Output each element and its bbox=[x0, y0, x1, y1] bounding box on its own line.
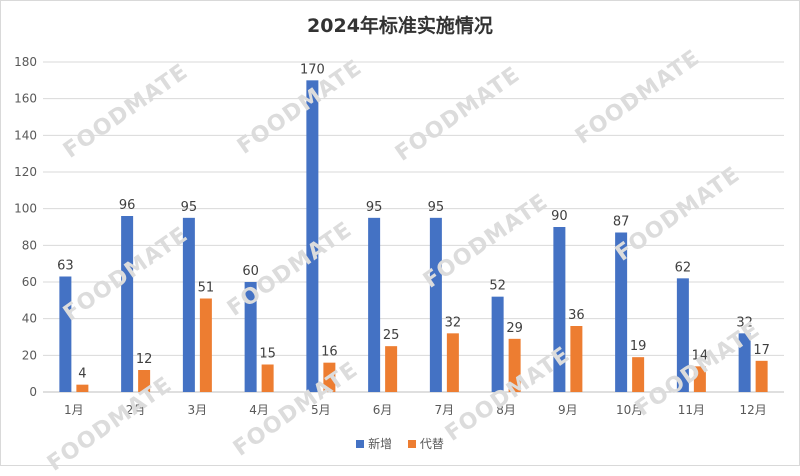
data-label: 87 bbox=[613, 215, 630, 230]
bar bbox=[738, 333, 751, 392]
data-label: 25 bbox=[383, 328, 400, 343]
data-label: 62 bbox=[675, 260, 692, 275]
bar bbox=[615, 232, 628, 392]
bar bbox=[553, 227, 566, 392]
bar bbox=[138, 370, 151, 392]
bar bbox=[306, 80, 319, 392]
data-label: 60 bbox=[242, 264, 259, 279]
data-label: 96 bbox=[119, 198, 136, 213]
bar bbox=[755, 360, 768, 392]
bar bbox=[244, 282, 257, 392]
bar bbox=[59, 276, 72, 392]
bar-chart: 0 20 40 60 80 100 120 140 160 180 63 4 1月 96 12 2月 95 51 3… bbox=[14, 55, 784, 417]
data-label: 17 bbox=[753, 343, 770, 358]
bar bbox=[385, 346, 398, 392]
bar bbox=[676, 278, 689, 392]
x-tick-label: 11月 bbox=[678, 403, 705, 417]
y-tick-label: 100 bbox=[14, 202, 37, 216]
data-label: 4 bbox=[78, 367, 86, 382]
y-tick-label: 60 bbox=[22, 275, 37, 289]
chart-title: 2024年标准实施情况 bbox=[307, 15, 493, 37]
bar bbox=[491, 296, 504, 392]
bar bbox=[121, 216, 134, 392]
data-label: 29 bbox=[506, 321, 523, 336]
x-tick-label: 7月 bbox=[435, 403, 455, 417]
data-label: 52 bbox=[489, 279, 506, 294]
bar bbox=[368, 217, 381, 392]
x-tick-label: 5月 bbox=[311, 403, 331, 417]
data-label: 32 bbox=[736, 315, 753, 330]
data-label: 90 bbox=[551, 209, 568, 224]
bar bbox=[199, 298, 212, 392]
data-label: 36 bbox=[568, 308, 585, 323]
y-tick-label: 180 bbox=[14, 55, 37, 69]
legend-item-new: 新增 bbox=[356, 435, 392, 452]
bar bbox=[508, 338, 521, 392]
bar bbox=[76, 384, 89, 392]
data-label: 15 bbox=[259, 347, 276, 362]
y-tick-label: 160 bbox=[14, 92, 37, 106]
data-label: 19 bbox=[630, 339, 647, 354]
x-tick-label: 6月 bbox=[373, 403, 393, 417]
x-tick-label: 2月 bbox=[126, 403, 146, 417]
x-tick-label: 9月 bbox=[558, 403, 578, 417]
data-label: 51 bbox=[198, 281, 215, 296]
bar bbox=[261, 364, 274, 392]
data-label: 14 bbox=[692, 348, 709, 363]
bar bbox=[323, 362, 336, 392]
x-tick-label: 8月 bbox=[496, 403, 516, 417]
x-tick-label: 3月 bbox=[188, 403, 208, 417]
legend-label-replace: 代替 bbox=[419, 437, 444, 451]
x-tick-label: 4月 bbox=[249, 403, 269, 417]
data-label: 63 bbox=[57, 259, 74, 274]
data-label: 12 bbox=[136, 352, 153, 367]
data-label: 95 bbox=[181, 200, 198, 215]
legend-label-new: 新增 bbox=[368, 437, 393, 451]
y-tick-label: 20 bbox=[22, 348, 37, 362]
legend: 新增 代替 bbox=[1, 435, 799, 452]
y-tick-label: 40 bbox=[22, 312, 37, 326]
data-label: 16 bbox=[321, 345, 338, 360]
bar bbox=[182, 217, 195, 392]
bar bbox=[429, 217, 442, 392]
bar bbox=[632, 357, 645, 392]
y-tick-label: 140 bbox=[14, 128, 37, 142]
bar bbox=[693, 366, 706, 392]
x-tick-label: 12月 bbox=[739, 403, 766, 417]
data-label: 170 bbox=[300, 62, 325, 77]
data-label: 95 bbox=[366, 200, 383, 215]
bar bbox=[446, 333, 459, 392]
y-tick-label: 120 bbox=[14, 165, 37, 179]
data-label: 32 bbox=[445, 315, 462, 330]
x-tick-label: 1月 bbox=[64, 403, 84, 417]
x-tick-label: 10月 bbox=[616, 403, 643, 417]
y-tick-label: 80 bbox=[22, 238, 37, 252]
bar bbox=[570, 326, 583, 392]
y-tick-label: 0 bbox=[29, 385, 37, 399]
legend-swatch-new bbox=[356, 439, 365, 448]
data-label: 95 bbox=[428, 200, 445, 215]
legend-swatch-replace bbox=[407, 439, 416, 448]
legend-item-replace: 代替 bbox=[407, 435, 444, 452]
